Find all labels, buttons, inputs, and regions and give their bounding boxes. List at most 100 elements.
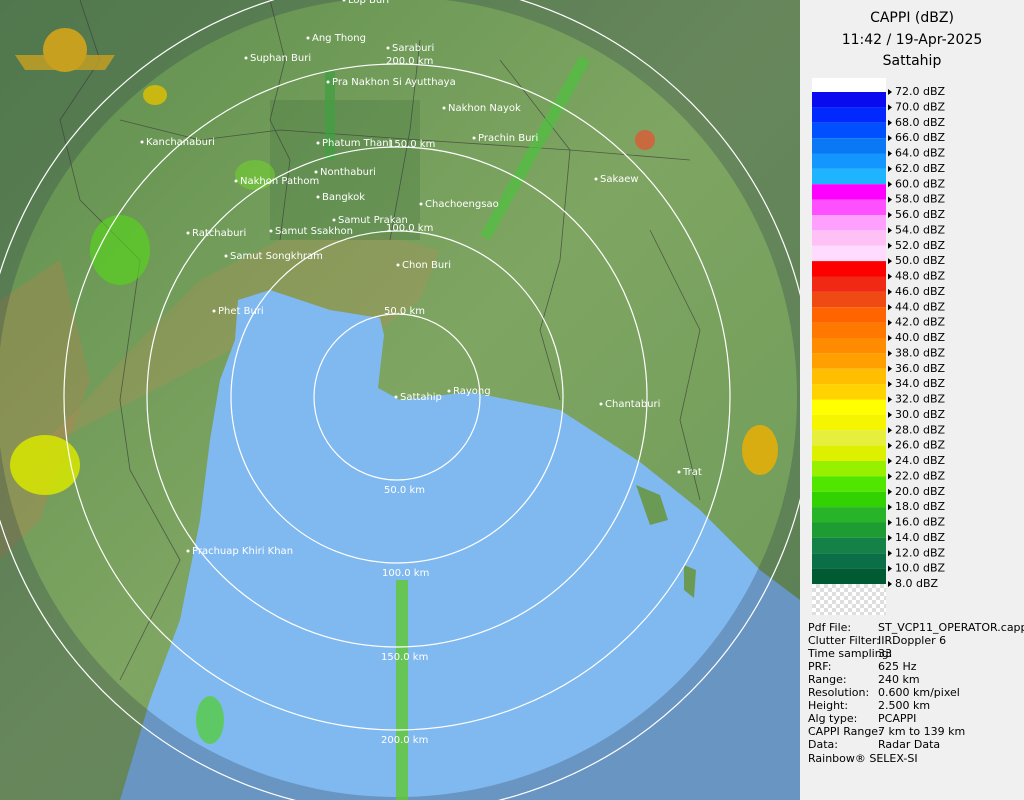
- place-dot: [186, 549, 190, 553]
- legend-arrow: [888, 442, 892, 449]
- place-dot: [594, 177, 598, 181]
- echo: [325, 70, 335, 160]
- info-value: ST_VCP11_OPERATOR.cappi: [878, 621, 1024, 634]
- info-value: 33: [878, 647, 892, 660]
- legend-swatch: [812, 261, 886, 277]
- range-ring: [146, 146, 648, 648]
- legend-swatch: [812, 430, 886, 446]
- legend-label: 52.0 dBZ: [895, 239, 946, 252]
- info-key: Data:: [808, 738, 838, 751]
- echo: [10, 435, 80, 495]
- place-dot: [316, 195, 320, 199]
- legend-arrow: [888, 381, 892, 388]
- legend-arrow: [888, 488, 892, 495]
- legend-arrow: [888, 273, 892, 280]
- legend-arrow: [888, 258, 892, 265]
- legend-swatch: [812, 445, 886, 461]
- info-key: Resolution:: [808, 686, 869, 699]
- legend-swatch: [812, 153, 886, 169]
- info-key: Pdf File:: [808, 621, 851, 634]
- legend-arrow: [888, 135, 892, 142]
- terrain: [0, 235, 440, 470]
- echoes: [10, 55, 778, 800]
- legend-label: 44.0 dBZ: [895, 300, 946, 313]
- legend-arrow: [888, 288, 892, 295]
- legend-swatch: [812, 199, 886, 215]
- place-label: Chachoengsao: [425, 199, 499, 210]
- legend-arrow: [888, 89, 892, 95]
- legend-swatch: [812, 138, 886, 154]
- place-label: Nonthaburi: [320, 167, 376, 178]
- legend-swatch: [812, 568, 886, 584]
- place-label: Suphan Buri: [250, 53, 311, 64]
- legend-arrow: [888, 319, 892, 326]
- legend-swatch: [812, 92, 886, 108]
- place-dot: [419, 202, 423, 206]
- place-label: Nakhon Nayok: [448, 103, 521, 114]
- place-dot: [140, 140, 144, 144]
- legend-arrow: [888, 119, 892, 126]
- legend-label: 42.0 dBZ: [895, 316, 946, 329]
- place-label: Sattahip: [400, 392, 442, 403]
- legend-label: 50.0 dBZ: [895, 254, 946, 267]
- range-label: 50.0 km: [384, 306, 425, 317]
- info-value: 2.500 km: [878, 699, 930, 712]
- legend-swatch: [812, 291, 886, 308]
- legend-label: 38.0 dBZ: [895, 346, 946, 359]
- echo: [480, 55, 590, 240]
- legend-label: 54.0 dBZ: [895, 223, 946, 236]
- place-dot: [269, 229, 273, 233]
- place-label: Phet Buri: [218, 306, 264, 317]
- legend-label: 26.0 dBZ: [895, 439, 946, 452]
- place-dot: [332, 218, 336, 222]
- place-dot: [394, 395, 398, 399]
- legend-swatch: [812, 368, 886, 385]
- legend-arrow: [888, 350, 892, 357]
- legend-label: 10.0 dBZ: [895, 562, 946, 575]
- legend-arrow: [888, 473, 892, 480]
- place-dot: [186, 231, 190, 235]
- legend-swatch: [812, 537, 886, 554]
- place-dot: [677, 470, 681, 474]
- legend-arrow: [888, 411, 892, 418]
- legend-arrow: [888, 181, 892, 188]
- legend-arrow: [888, 165, 892, 172]
- legend-swatch: [812, 384, 886, 400]
- legend-swatch: [812, 322, 886, 338]
- range-label: 100.0 km: [382, 568, 429, 579]
- legend-label: 18.0 dBZ: [895, 500, 946, 513]
- range-label: 150.0 km: [388, 139, 435, 150]
- echo: [143, 85, 167, 105]
- echo: [90, 215, 150, 285]
- legend-swatch: [812, 245, 886, 262]
- legend-swatch: [812, 338, 886, 354]
- echo: [742, 425, 778, 475]
- info-key: Alg type:: [808, 712, 857, 725]
- legend-label: 16.0 dBZ: [895, 516, 946, 529]
- place-label: Samut Songkhram: [230, 251, 323, 262]
- legend-arrow: [888, 565, 892, 572]
- legend-label: 66.0 dBZ: [895, 131, 946, 144]
- legend-label: 12.0 dBZ: [895, 546, 946, 559]
- legend-arrow: [888, 335, 892, 341]
- place-dot: [386, 46, 390, 50]
- legend-arrow: [888, 196, 892, 203]
- legend-label: 20.0 dBZ: [895, 485, 946, 498]
- range-rings: [0, 0, 813, 800]
- legend-swatch: [812, 230, 886, 246]
- place-label: Samut Prakan: [338, 215, 408, 226]
- legend-arrow: [888, 581, 892, 587]
- legend-label: 62.0 dBZ: [895, 162, 946, 175]
- plain: [270, 100, 420, 240]
- range-ring: [313, 313, 481, 481]
- info-value: 625 Hz: [878, 660, 917, 673]
- legend-label: 30.0 dBZ: [895, 408, 946, 421]
- legend-swatch: [812, 122, 886, 139]
- legend-label: 56.0 dBZ: [895, 208, 946, 221]
- island: [636, 485, 696, 598]
- legend-swatch: [812, 184, 886, 200]
- place-label: Ang Thong: [312, 33, 366, 44]
- legend-swatch: [812, 399, 886, 415]
